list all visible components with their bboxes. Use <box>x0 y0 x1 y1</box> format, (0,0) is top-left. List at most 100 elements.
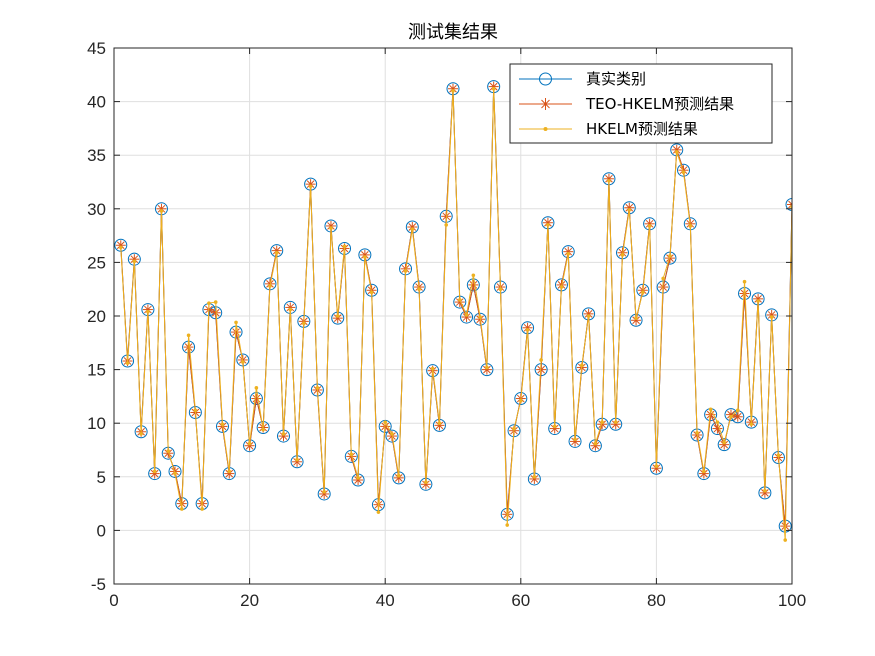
data-point-teo-hkelm <box>549 423 560 434</box>
x-tick-label: 100 <box>778 591 806 610</box>
data-point-hkelm <box>200 507 204 511</box>
data-point-hkelm <box>634 316 638 320</box>
data-point-teo-hkelm <box>610 419 621 430</box>
data-point-hkelm <box>702 469 706 474</box>
data-point-hkelm <box>742 279 747 284</box>
data-point-hkelm <box>125 361 130 365</box>
data-point-hkelm <box>424 480 428 484</box>
data-point-hkelm <box>735 408 740 413</box>
y-tick-label: 45 <box>87 39 106 58</box>
data-point-teo-hkelm <box>678 165 689 176</box>
x-tick-label: 80 <box>647 591 666 610</box>
legend-item-3: HKELM预测结果 <box>519 120 698 138</box>
x-tick-label: 0 <box>109 591 118 610</box>
y-tick-label: 5 <box>97 468 106 487</box>
data-point-hkelm <box>166 449 171 453</box>
data-point-hkelm <box>627 208 632 212</box>
x-tick-label: 20 <box>240 591 259 610</box>
data-point-hkelm <box>139 432 143 436</box>
data-point-hkelm <box>532 475 537 479</box>
data-point-hkelm <box>132 259 137 264</box>
data-point-hkelm <box>573 437 577 442</box>
data-point-hkelm <box>525 328 530 332</box>
data-point-hkelm <box>315 386 320 390</box>
data-point-true <box>724 408 738 422</box>
data-point-hkelm <box>261 427 265 432</box>
data-point-hkelm <box>600 420 604 424</box>
data-point-hkelm <box>430 366 435 371</box>
data-point-hkelm <box>708 407 713 412</box>
data-point-hkelm <box>580 363 584 368</box>
data-point-hkelm <box>593 441 598 446</box>
series-layer <box>114 80 792 542</box>
data-point-hkelm <box>688 224 693 228</box>
data-point-hkelm <box>471 273 476 278</box>
data-point-teo-hkelm <box>149 468 160 479</box>
data-point-hkelm <box>241 360 245 364</box>
data-point-hkelm <box>193 408 198 413</box>
ticks <box>113 47 793 585</box>
data-point-hkelm <box>756 299 760 303</box>
data-point-hkelm <box>186 333 191 338</box>
data-point-hkelm <box>586 314 591 318</box>
data-point-hkelm <box>613 420 618 424</box>
data-point-hkelm <box>437 421 442 426</box>
data-point-teo-hkelm <box>468 279 479 290</box>
y-tick-label: 0 <box>97 521 106 540</box>
data-point-hkelm <box>749 422 754 427</box>
data-point-hkelm <box>417 287 421 292</box>
series-3 <box>118 86 792 542</box>
data-point-hkelm <box>505 523 510 527</box>
data-point-teo-hkelm <box>753 293 764 304</box>
data-point-teo-hkelm <box>461 312 472 323</box>
y-tick-label: 15 <box>87 361 106 380</box>
y-tick-label: 10 <box>87 414 106 433</box>
data-point-hkelm <box>519 398 523 403</box>
y-tick-label: 25 <box>87 253 106 272</box>
data-point-true <box>473 312 487 326</box>
data-point-hkelm <box>173 471 177 476</box>
data-point-hkelm <box>620 253 625 257</box>
legend-marker-circle <box>539 72 552 86</box>
data-point-hkelm <box>559 285 564 289</box>
data-point-hkelm <box>159 209 164 213</box>
data-point-hkelm <box>763 488 767 493</box>
data-point-teo-hkelm <box>719 439 730 450</box>
data-point-hkelm <box>396 473 401 478</box>
data-point-hkelm <box>281 432 286 436</box>
data-point-hkelm <box>491 86 496 91</box>
data-point-hkelm <box>444 223 449 227</box>
data-point-true <box>514 392 528 406</box>
chart-title: 测试集结果 <box>408 22 498 43</box>
data-point-hkelm <box>349 452 354 457</box>
data-point-hkelm <box>274 250 279 255</box>
data-point-hkelm <box>410 227 415 231</box>
data-point-hkelm <box>457 298 462 302</box>
data-point-hkelm <box>776 453 781 458</box>
data-point-hkelm <box>363 255 367 259</box>
data-point-teo-hkelm <box>732 411 743 422</box>
data-point-hkelm <box>329 226 333 230</box>
data-point-true <box>785 198 792 212</box>
data-point-true <box>460 310 474 324</box>
data-point-teo-hkelm <box>251 393 262 404</box>
data-point-hkelm <box>234 320 238 325</box>
legend: 真实类别 TEO-HKELM预测结果 HKELM预测结果 <box>509 63 773 144</box>
data-point-hkelm <box>295 457 299 462</box>
data-point-hkelm <box>254 386 259 390</box>
data-point-true <box>385 429 399 443</box>
legend-label-3: HKELM预测结果 <box>586 120 698 138</box>
data-point-true <box>466 278 480 292</box>
data-point-hkelm <box>356 476 360 480</box>
data-point-hkelm <box>207 301 211 305</box>
data-point-hkelm <box>722 440 726 445</box>
data-point-hkelm <box>485 365 489 370</box>
x-tick-label: 40 <box>376 591 395 610</box>
data-point-hkelm <box>647 224 652 228</box>
data-point-hkelm <box>451 89 455 93</box>
data-point-hkelm <box>478 315 482 319</box>
data-point-teo-hkelm <box>712 423 723 434</box>
data-point-hkelm <box>654 464 659 468</box>
data-point-true <box>249 392 263 406</box>
data-point-hkelm <box>607 179 611 183</box>
